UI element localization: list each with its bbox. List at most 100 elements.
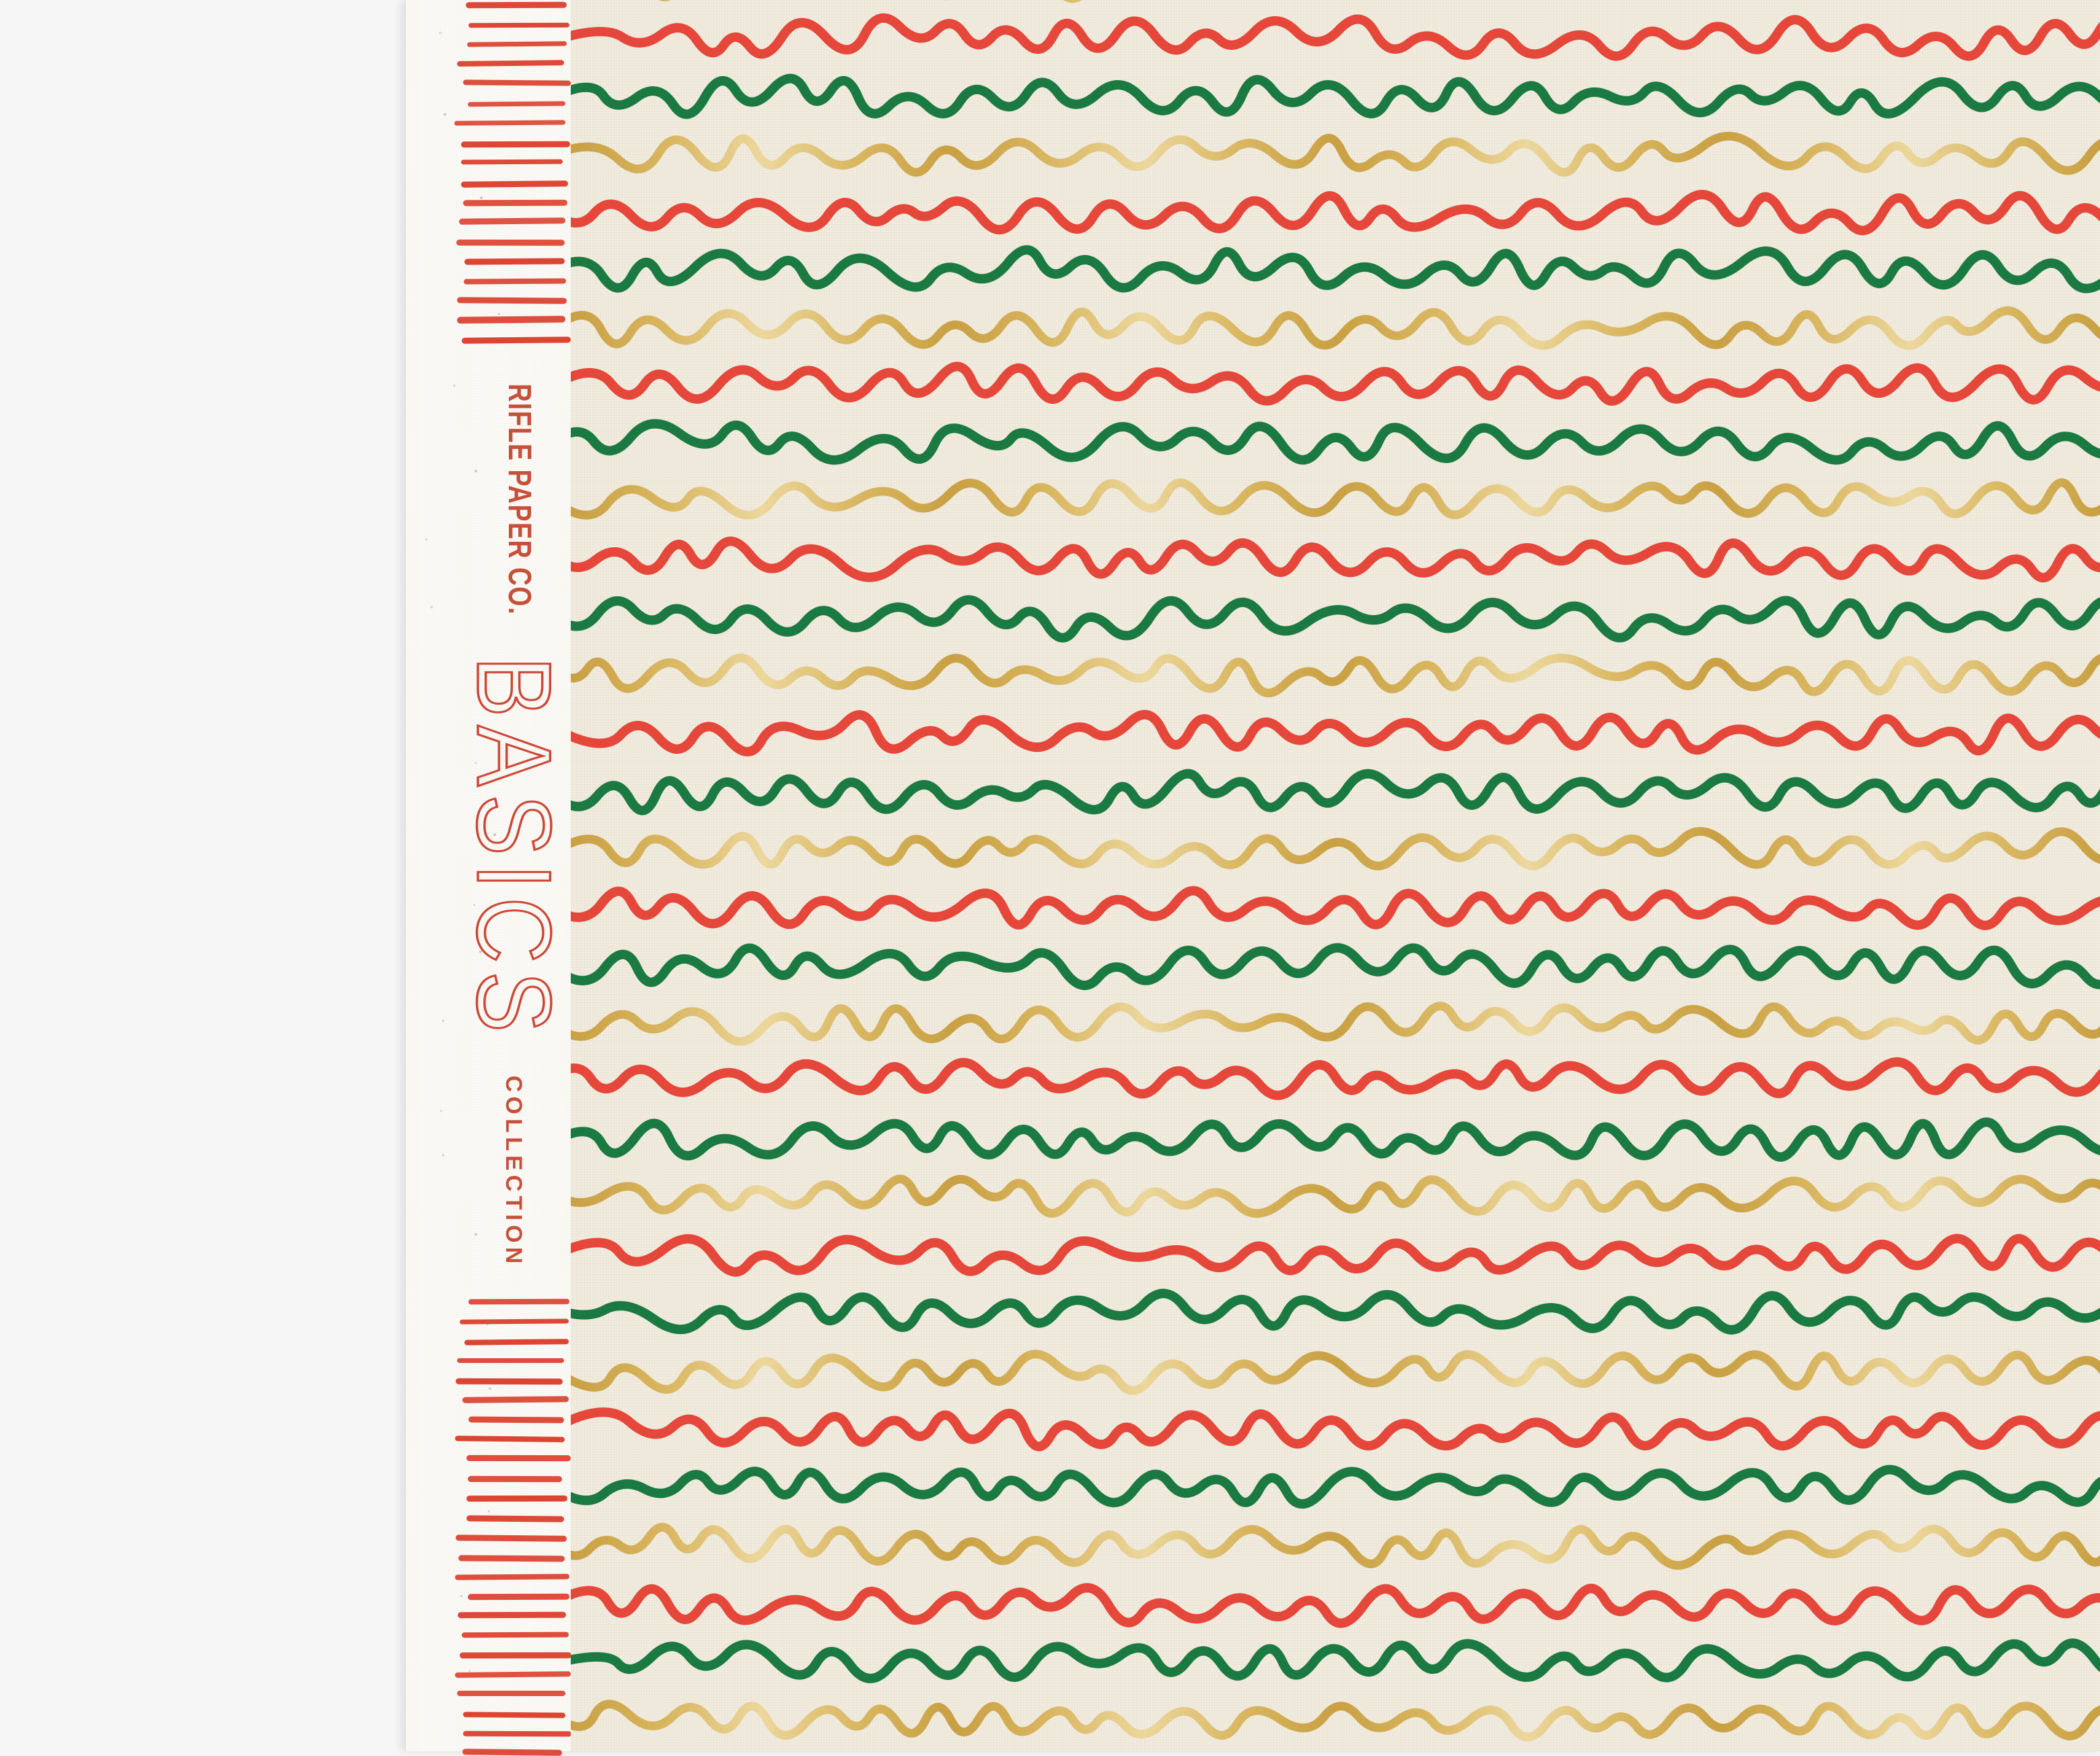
wave-row-gold xyxy=(571,1522,2100,1570)
pin-dot xyxy=(479,950,483,954)
wave-row-green xyxy=(571,1465,2100,1509)
selvage-dash xyxy=(456,315,565,324)
selvage-dash xyxy=(462,199,567,206)
selvage-dash xyxy=(462,1631,569,1638)
selvage-dash xyxy=(457,1611,566,1618)
pin-dot xyxy=(453,384,456,388)
selvage-dash xyxy=(456,297,567,305)
pin-dot xyxy=(442,1020,444,1022)
wave-row-gold xyxy=(571,1002,2100,1046)
wave-row-green xyxy=(571,595,2100,643)
selvage-brand-text: RIFLE PAPER CO. xyxy=(501,384,537,615)
selvage-dash xyxy=(466,1514,565,1522)
wave-row-gold xyxy=(571,478,2100,520)
selvage-dash xyxy=(457,1358,565,1363)
ricrac-waves xyxy=(571,0,2100,1742)
selvage-dash xyxy=(454,120,566,127)
pin-dot xyxy=(425,538,427,540)
pin-dot xyxy=(473,904,475,906)
selvage-dash xyxy=(466,1495,567,1502)
wave-row-green xyxy=(571,245,2100,293)
pin-dot xyxy=(430,606,433,608)
selvage-collection-title: BASICS xyxy=(454,655,573,1041)
selvage-dash xyxy=(460,180,568,188)
selvage-strip: RIFLE PAPER CO. BASICS COLLECTION xyxy=(406,0,573,1756)
selvage-dash xyxy=(462,1730,571,1737)
pin-dot xyxy=(475,762,477,765)
wave-row-green xyxy=(571,769,2100,816)
selvage-dash xyxy=(464,258,565,265)
fabric-swatch: RIFLE PAPER CO. BASICS COLLECTION xyxy=(405,0,2100,1756)
pin-dot xyxy=(480,197,483,199)
selvage-dash xyxy=(461,159,563,165)
selvage-dash xyxy=(458,1555,565,1563)
wave-row-gold xyxy=(571,827,2100,871)
wave-row-gold xyxy=(571,654,2100,698)
pin-dot xyxy=(442,1154,444,1156)
selvage-dash xyxy=(463,278,566,285)
wave-row-red xyxy=(571,709,2100,757)
selvage-dash xyxy=(467,41,567,48)
wave-row-red xyxy=(571,536,2100,583)
wave-row-red xyxy=(571,1407,2100,1452)
selvage-dash xyxy=(468,101,566,107)
selvage-dash xyxy=(456,1691,566,1697)
pin-dot xyxy=(488,1510,490,1512)
pin-dot xyxy=(493,833,496,836)
wave-row-green xyxy=(571,1288,2100,1335)
selvage-dash xyxy=(468,22,569,28)
selvage-dash xyxy=(456,239,565,246)
pin-dot xyxy=(498,313,501,316)
selvage-dash xyxy=(468,1475,563,1483)
wave-row-gold xyxy=(571,131,2100,177)
selvage-dash xyxy=(462,79,571,86)
pin-dot xyxy=(475,470,477,472)
selvage-dash xyxy=(462,1748,563,1756)
pin-dot xyxy=(440,1110,443,1113)
wave-row-gold xyxy=(571,1699,2100,1742)
selvage-dash xyxy=(462,1712,565,1718)
pin-dot xyxy=(489,1387,491,1390)
selvage-dash xyxy=(456,1378,563,1385)
wave-row-red xyxy=(571,361,2100,406)
selvage-dash xyxy=(466,1455,571,1462)
selvage-dash xyxy=(468,1416,564,1424)
pin-dot xyxy=(475,1233,477,1236)
wave-row-gold xyxy=(571,1349,2100,1395)
selvage-dash xyxy=(454,1574,569,1580)
wave-row-gold xyxy=(571,306,2100,350)
wave-row-green xyxy=(571,73,2100,119)
selvage-dash xyxy=(468,1298,569,1304)
selvage-dash xyxy=(457,59,565,67)
wave-row-green xyxy=(571,1638,2100,1683)
wave-row-red xyxy=(571,13,2100,61)
pin-dot xyxy=(444,113,446,116)
selvage-dash xyxy=(461,337,571,344)
selvage-dash xyxy=(465,1,567,8)
wave-row-red xyxy=(571,190,2100,236)
pin-dot xyxy=(439,32,442,34)
wave-row-green xyxy=(571,1117,2100,1162)
selvage-dash xyxy=(456,1535,567,1542)
fabric-pattern xyxy=(571,0,2100,1751)
wave-row-red xyxy=(571,1583,2100,1628)
selvage-dash xyxy=(459,1319,569,1325)
wave-row-gold xyxy=(571,1174,2100,1218)
pin-dot xyxy=(460,1595,462,1597)
selvage-dash xyxy=(462,1396,569,1404)
wave-row-red xyxy=(571,1057,2100,1100)
selvage-dash xyxy=(459,1652,571,1659)
selvage-dash xyxy=(455,1435,565,1442)
selvage-dash xyxy=(468,1593,570,1600)
wave-row-red xyxy=(571,886,2100,930)
pin-dot xyxy=(468,263,470,265)
selvage-dash xyxy=(464,1338,569,1345)
wave-row-green xyxy=(571,943,2100,990)
wave-row-red xyxy=(571,1234,2100,1277)
selvage-dash xyxy=(459,217,566,225)
selvage-collection-label: COLLECTION xyxy=(501,1076,526,1268)
pin-dot xyxy=(468,1670,471,1673)
pin-dot xyxy=(478,673,481,676)
selvage-dash xyxy=(460,141,570,148)
